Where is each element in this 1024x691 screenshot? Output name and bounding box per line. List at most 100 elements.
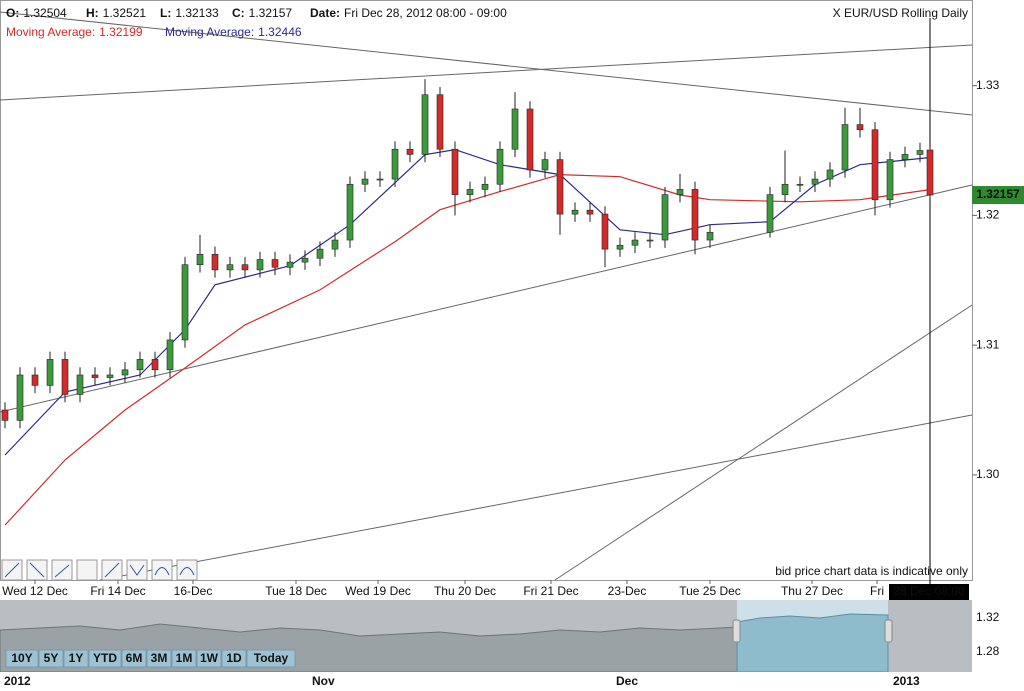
y-tick-label: 1.33: [976, 78, 1000, 92]
header-label: C:: [232, 6, 245, 20]
tool-button[interactable]: [76, 559, 98, 581]
candle-body: [646, 239, 654, 242]
legend-value: 1.32446: [258, 25, 302, 39]
candle-body: [16, 374, 24, 421]
range-button-label[interactable]: 6M: [126, 651, 143, 665]
range-button-label[interactable]: 3M: [151, 651, 168, 665]
crosshair-box: [889, 584, 969, 600]
candle-body: [286, 261, 294, 268]
candle-body: [271, 259, 279, 268]
legend-name: Moving Average:: [165, 25, 254, 39]
candle-body: [601, 213, 609, 250]
range-button-label[interactable]: 1M: [176, 651, 193, 665]
candle-body: [511, 108, 519, 150]
range-button-label[interactable]: YTD: [93, 651, 117, 665]
candle-body: [46, 359, 54, 386]
x-tick-label: Fri 21 Dec: [523, 584, 578, 598]
candle-body: [586, 209, 594, 215]
x-tick-label: Thu 27 Dec: [781, 584, 843, 598]
candle-body: [451, 148, 459, 195]
chart-layer: 1.30 1.31 1.32 1.33 Wed 12 Dec Fri 14 Dec 16-D…: [1, 6, 1024, 688]
trendline: [0, 44, 973, 101]
candle-body: [301, 257, 309, 263]
header-label: O:: [6, 6, 19, 20]
candle-body: [841, 124, 849, 171]
candle-body: [796, 183, 804, 186]
candle-body: [526, 108, 534, 171]
candle-body: [121, 369, 129, 376]
range-button-label[interactable]: 5Y: [44, 651, 59, 665]
candle-body: [871, 129, 879, 201]
tool-button[interactable]: [176, 559, 198, 581]
tool-button[interactable]: [151, 559, 173, 581]
candle-body: [196, 254, 204, 265]
range-button-label[interactable]: Today: [254, 651, 289, 665]
trendline: [0, 184, 973, 413]
candle-body: [926, 149, 934, 196]
candle-body: [31, 374, 39, 386]
candle-body: [136, 359, 144, 371]
x-tick-label: Fri 14 Dec: [90, 584, 145, 598]
range-button[interactable]: [63, 649, 89, 668]
range-button[interactable]: [196, 649, 222, 668]
navigator-label: Dec: [616, 674, 638, 688]
navigator-window-area: [736, 613, 889, 673]
y-tick-label: 1.30: [976, 467, 1000, 481]
candle-body: [61, 359, 69, 395]
range-button-label[interactable]: 1Y: [69, 651, 84, 665]
range-button-label[interactable]: 1D: [226, 651, 242, 665]
candle-body: [181, 264, 189, 341]
candle-body: [571, 209, 579, 215]
candle-body: [1, 409, 9, 421]
range-button-label[interactable]: 1W: [200, 651, 219, 665]
navigator-label: 2013: [893, 674, 920, 688]
candle-body: [496, 148, 504, 185]
disclaimer: bid price chart data is indicative only: [775, 564, 968, 578]
range-button[interactable]: [171, 649, 197, 668]
navigator-label: Nov: [312, 674, 335, 688]
navigator-y-label: 1.32: [976, 610, 1000, 624]
candle-body: [331, 239, 339, 250]
range-button-label[interactable]: 10Y: [11, 651, 32, 665]
range-button[interactable]: [221, 649, 247, 668]
legend-item: Moving Average: 1.32446: [165, 25, 302, 39]
candle-body: [481, 183, 489, 190]
range-button[interactable]: [121, 649, 147, 668]
range-button[interactable]: [246, 649, 296, 668]
candle-body: [346, 183, 354, 241]
candle-body: [661, 194, 669, 241]
x-tick-label: 16-Dec: [174, 584, 213, 598]
candle-body: [436, 94, 444, 150]
drawing-toolbar: [1, 559, 198, 581]
range-button[interactable]: [88, 649, 122, 668]
moving-average-line: [4, 148, 931, 456]
header-value: 1.32133: [175, 6, 219, 20]
trendline: [99, 414, 973, 581]
candle-body: [556, 159, 564, 215]
candle-body: [391, 148, 399, 180]
range-button[interactable]: [5, 649, 39, 668]
navigator-handle[interactable]: [732, 619, 741, 643]
plot-frame: [0, 0, 973, 581]
tool-button[interactable]: [126, 559, 148, 581]
header-label: Date:: [310, 6, 340, 20]
candle-body: [226, 264, 234, 271]
header-item: O: 1.32504: [6, 6, 67, 20]
header-item: C: 1.32157: [232, 6, 292, 20]
trendlines: [0, 11, 973, 581]
navigator-handle[interactable]: [884, 619, 893, 643]
x-tick-label: 23-Dec: [608, 584, 647, 598]
header-item: H: 1.32521: [86, 6, 146, 20]
candle-body: [886, 159, 894, 201]
candle-body: [916, 150, 924, 155]
x-tick-label: Wed 12 Dec: [2, 584, 68, 598]
candle-body: [631, 239, 639, 246]
range-button[interactable]: [38, 649, 64, 668]
candle-body: [856, 124, 864, 131]
candle-body: [541, 159, 549, 171]
range-button[interactable]: [146, 649, 172, 668]
candle-body: [466, 189, 474, 195]
candle-body: [76, 374, 84, 395]
candle-body: [376, 178, 384, 181]
candle-body: [361, 178, 369, 185]
